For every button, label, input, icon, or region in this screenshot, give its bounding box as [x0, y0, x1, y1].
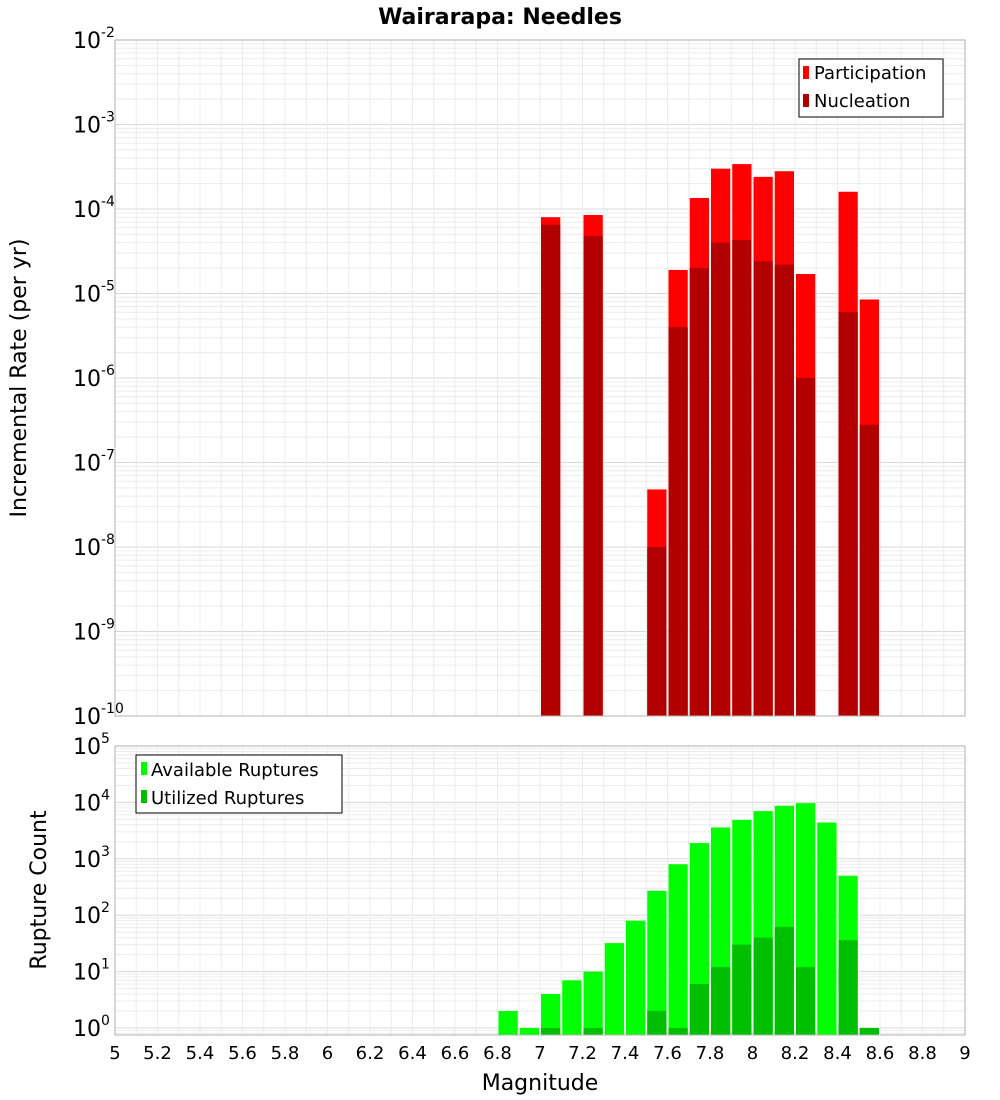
count-bar-available-ruptures — [498, 1010, 518, 1035]
bottom-bars — [498, 803, 879, 1035]
x-tick-label: 7.2 — [568, 1043, 597, 1064]
x-tick-label: 5 — [109, 1043, 120, 1064]
x-tick-label: 8.6 — [866, 1043, 895, 1064]
x-tick-label: 8 — [747, 1043, 758, 1064]
top-y-tick-label: 10-4 — [73, 194, 115, 223]
top-y-tick-label: 10-9 — [73, 617, 115, 646]
rate-bar-nucleation — [647, 547, 667, 716]
x-tick-label: 7.6 — [653, 1043, 682, 1064]
x-tick-label: 6 — [322, 1043, 333, 1064]
bottom-y-tick-label: 105 — [73, 731, 110, 760]
count-bar-available-ruptures — [519, 1027, 539, 1035]
top-plot-frame — [114, 39, 966, 717]
count-bar-utilized-ruptures — [732, 944, 752, 1035]
top-plot: 10-10 10-9 10-8 10-7 10-6 10-5 10-4 10-3 10-2 In… — [7, 25, 966, 730]
x-tick-label: 9 — [959, 1043, 970, 1064]
x-tick-label: 5.6 — [228, 1043, 257, 1064]
top-y-tick-label: 10-7 — [73, 448, 115, 477]
x-axis-label: Magnitude — [482, 1071, 599, 1096]
x-tick-label: 5.2 — [143, 1043, 172, 1064]
x-tick-label: 7.4 — [611, 1043, 640, 1064]
bottom-plot-frame — [114, 745, 966, 1036]
rate-bar-nucleation — [583, 235, 603, 716]
count-bar-available-ruptures — [562, 980, 582, 1035]
bottom-y-tick-label: 103 — [73, 844, 110, 873]
x-tick-label: 7 — [534, 1043, 545, 1064]
bottom-legend-box — [135, 754, 343, 814]
legend-swatch-nucleation — [803, 94, 809, 107]
count-bar-utilized-ruptures — [583, 1027, 603, 1035]
rate-bar-nucleation — [838, 312, 858, 716]
rate-bar-nucleation — [668, 327, 688, 716]
rate-bar-nucleation — [859, 424, 879, 716]
legend-label-participation: Participation — [814, 63, 926, 84]
bottom-y-tick-label: 104 — [73, 787, 110, 816]
count-bar-available-ruptures — [541, 994, 561, 1035]
count-bar-utilized-ruptures — [711, 967, 731, 1035]
bottom-legend: Available Ruptures Utilized Ruptures — [135, 754, 343, 814]
rate-bar-nucleation — [689, 268, 709, 716]
x-tick-label: 6.8 — [483, 1043, 512, 1064]
count-bar-available-ruptures — [817, 822, 837, 1035]
x-tick-label: 5.4 — [186, 1043, 215, 1064]
x-tick-label: 8.4 — [823, 1043, 852, 1064]
count-bar-utilized-ruptures — [774, 926, 794, 1035]
legend-swatch-utilized — [141, 790, 147, 803]
rate-bar-nucleation — [796, 378, 816, 716]
count-bar-utilized-ruptures — [541, 1027, 561, 1035]
count-bar-utilized-ruptures — [668, 1027, 688, 1035]
bottom-y-tick-label: 100 — [73, 1013, 110, 1042]
x-tick-label: 7.8 — [696, 1043, 725, 1064]
top-y-tick-label: 10-10 — [73, 701, 124, 730]
legend-label-utilized: Utilized Ruptures — [151, 788, 304, 809]
x-tick-label: 8.2 — [781, 1043, 810, 1064]
top-legend-box — [798, 58, 944, 118]
count-bar-available-ruptures — [583, 971, 603, 1035]
x-tick-label: 6.6 — [441, 1043, 470, 1064]
top-legend: Participation Nucleation — [798, 58, 944, 118]
x-tick-labels: 5 5.2 5.4 5.6 5.8 6 6.2 6.4 6.6 6.8 7 7.2 7.4 7.6 7.8 8… — [109, 1043, 970, 1064]
count-bar-available-ruptures — [626, 920, 646, 1035]
count-bar-utilized-ruptures — [859, 1027, 879, 1035]
bottom-plot: 100 101 102 103 104 105 5 5.2 5.4 5.6 5.8 6 6.2 6.4 6… — [27, 731, 971, 1096]
top-y-tick-labels: 10-10 10-9 10-8 10-7 10-6 10-5 10-4 10-3 10-2 — [73, 25, 124, 730]
legend-swatch-available — [141, 762, 147, 775]
top-bars — [541, 164, 879, 717]
legend-swatch-participation — [803, 66, 809, 79]
count-bar-utilized-ruptures — [796, 967, 816, 1035]
x-tick-label: 6.4 — [398, 1043, 427, 1064]
rate-bar-nucleation — [711, 242, 731, 717]
rate-bar-nucleation — [774, 264, 794, 716]
count-bar-available-ruptures — [647, 890, 667, 1035]
bottom-y-tick-label: 101 — [73, 957, 110, 986]
top-y-tick-label: 10-2 — [73, 25, 115, 54]
bottom-y-tick-label: 102 — [73, 900, 110, 929]
count-bar-utilized-ruptures — [689, 984, 709, 1035]
top-y-tick-label: 10-5 — [73, 279, 115, 308]
rate-bar-nucleation — [541, 224, 561, 716]
count-bar-utilized-ruptures — [838, 940, 858, 1035]
legend-label-available: Available Ruptures — [151, 760, 319, 781]
x-tick-label: 6.2 — [356, 1043, 385, 1064]
chart-title: Wairarapa: Needles — [378, 5, 622, 30]
top-y-tick-label: 10-3 — [73, 110, 115, 139]
x-tick-label: 8.8 — [908, 1043, 937, 1064]
top-grid — [114, 40, 966, 717]
bottom-y-tick-labels: 100 101 102 103 104 105 — [73, 731, 110, 1042]
rate-bar-nucleation — [753, 261, 773, 716]
rate-bar-nucleation — [732, 239, 752, 716]
count-bar-utilized-ruptures — [647, 1010, 667, 1035]
legend-label-nucleation: Nucleation — [814, 91, 910, 112]
top-y-tick-label: 10-8 — [73, 532, 115, 561]
count-bar-available-ruptures — [604, 943, 624, 1035]
count-bar-available-ruptures — [668, 864, 688, 1035]
top-y-tick-label: 10-6 — [73, 363, 115, 392]
top-y-axis-label: Incremental Rate (per yr) — [7, 239, 32, 518]
bottom-y-axis-label: Rupture Count — [27, 810, 52, 970]
x-tick-label: 5.8 — [271, 1043, 300, 1064]
count-bar-utilized-ruptures — [753, 937, 773, 1035]
